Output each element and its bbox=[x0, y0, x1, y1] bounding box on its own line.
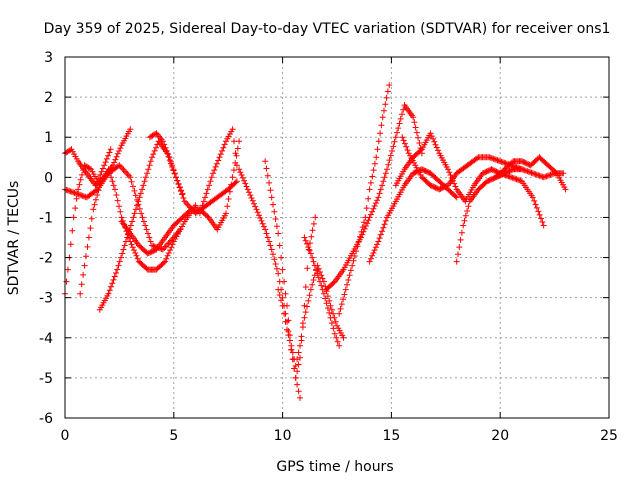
data-point-markers bbox=[146, 130, 186, 197]
x-tick-labels: 0 5 10 15 20 25 bbox=[61, 428, 618, 444]
plot-frame bbox=[64, 56, 610, 419]
x-axis-label: GPS time / hours bbox=[276, 459, 393, 475]
series-track-n bbox=[323, 102, 425, 293]
y-tick-label: 2 bbox=[44, 90, 53, 106]
data-point-markers bbox=[196, 126, 240, 217]
y-tick-label: -5 bbox=[39, 371, 53, 387]
y-tick-label: -4 bbox=[39, 331, 53, 347]
data-point-markers bbox=[392, 130, 547, 229]
x-tick-label: 0 bbox=[61, 428, 70, 444]
series-track-s bbox=[492, 154, 569, 193]
x-tick-label: 10 bbox=[274, 428, 292, 444]
y-tick-label: -3 bbox=[39, 291, 53, 307]
x-tick-label: 20 bbox=[491, 428, 509, 444]
data-point-markers bbox=[323, 102, 425, 293]
data-point-markers bbox=[301, 234, 343, 349]
data-point-markers bbox=[492, 154, 569, 193]
y-tick-label: -2 bbox=[39, 251, 53, 267]
x-tick-label: 25 bbox=[600, 428, 618, 444]
series-track-l bbox=[301, 234, 343, 349]
data-point-markers bbox=[77, 166, 199, 297]
y-tick-label: 1 bbox=[44, 130, 53, 146]
series-track-h bbox=[196, 126, 240, 217]
x-tick-label: 15 bbox=[382, 428, 400, 444]
y-tick-label: 0 bbox=[44, 170, 53, 186]
y-tick-label: -1 bbox=[39, 210, 53, 226]
axis-ticks-layer bbox=[64, 56, 610, 419]
y-tick-label: -6 bbox=[39, 411, 53, 427]
y-tick-label: 3 bbox=[44, 50, 53, 66]
series-track-r bbox=[453, 166, 567, 265]
data-point-markers bbox=[453, 166, 567, 265]
series-track-d bbox=[77, 166, 199, 297]
x-tick-label: 5 bbox=[169, 428, 178, 444]
y-tick-labels: -6 -5 -4 -3 -2 -1 0 1 2 3 bbox=[39, 50, 53, 427]
series-track-g bbox=[146, 130, 186, 197]
chart-title: Day 359 of 2025, Sidereal Day-to-day VTE… bbox=[44, 21, 611, 37]
series-track-q bbox=[392, 130, 547, 229]
y-axis-label: SDTVAR / TECUs bbox=[6, 181, 22, 296]
